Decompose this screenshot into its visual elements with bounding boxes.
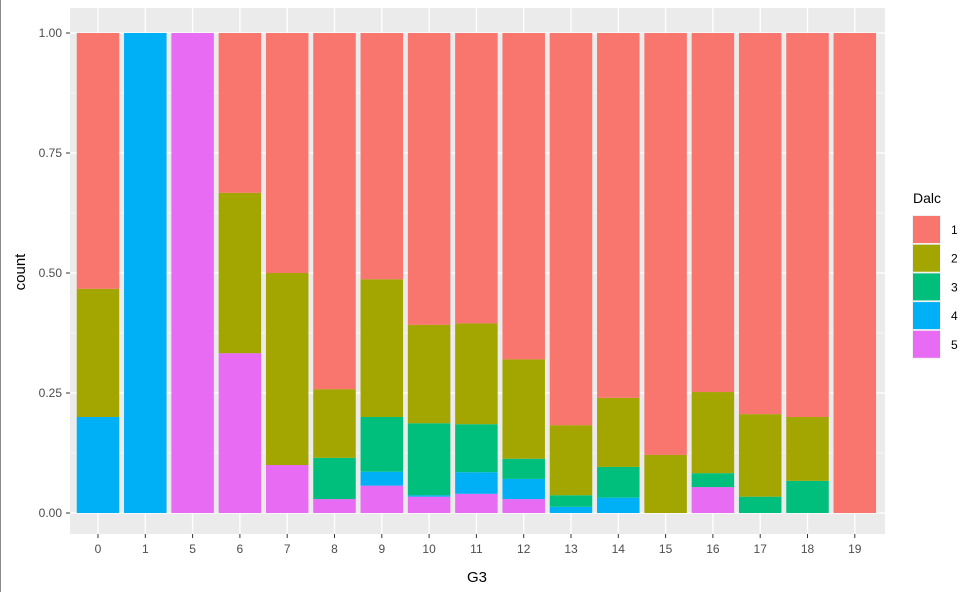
bar-segment-dalc-2	[786, 417, 829, 481]
bar-segment-dalc-2	[218, 192, 262, 354]
bar-segment-dalc-3	[455, 424, 498, 473]
x-axis-label: G3	[467, 569, 487, 586]
x-tick-label: 9	[378, 542, 385, 556]
bar-segment-dalc-5	[218, 353, 262, 513]
legend-swatch	[913, 216, 940, 243]
bar-segment-dalc-3	[786, 480, 829, 513]
x-tick-label: 14	[612, 542, 626, 556]
legend-label: 3	[951, 280, 958, 294]
bar-segment-dalc-1	[502, 33, 545, 360]
x-tick-label: 1	[142, 542, 149, 556]
legend-swatch	[913, 244, 940, 272]
bar-segment-dalc-4	[502, 478, 545, 500]
bar-segment-dalc-2	[407, 324, 451, 424]
bar-segment-dalc-5	[265, 465, 309, 513]
x-axis: 0 1 5 6 7 8 9 10 11 12 13 14 15 16 17 18 19	[95, 534, 862, 556]
bar-segment-dalc-5	[455, 493, 498, 513]
legend-label: 4	[951, 309, 958, 323]
bar-segment-dalc-2	[502, 359, 545, 459]
y-tick-label: 1.00	[39, 26, 63, 40]
bar-segment-dalc-2	[549, 425, 593, 496]
bar-segment-dalc-3	[407, 423, 451, 496]
legend: Dalc 1 2 3 4 5	[912, 190, 958, 359]
bar-segment-dalc-1	[455, 33, 498, 324]
x-tick-label: 17	[754, 542, 768, 556]
bar-segment-dalc-1	[644, 33, 687, 455]
legend-title: Dalc	[913, 190, 941, 206]
legend-label: 1	[951, 223, 958, 237]
bar-segment-dalc-3	[313, 457, 356, 500]
bar-segment-dalc-2	[644, 454, 687, 513]
bar-segment-dalc-1	[407, 33, 451, 325]
bar-segment-dalc-3	[502, 458, 545, 479]
bar-segment-dalc-1	[218, 33, 262, 193]
bar-segment-dalc-4	[455, 472, 498, 494]
bar-segment-dalc-2	[313, 389, 356, 458]
bar-segment-dalc-2	[597, 397, 640, 467]
y-tick-label: 0.50	[39, 266, 63, 280]
x-tick-label: 0	[95, 542, 102, 556]
bar-segment-dalc-2	[738, 414, 782, 497]
bar-segment-dalc-5	[502, 499, 545, 513]
x-tick-label: 11	[470, 542, 483, 556]
bar-segment-dalc-2	[360, 279, 404, 417]
bar-segment-dalc-5	[360, 485, 404, 513]
legend-swatch	[913, 330, 940, 358]
bar-segment-dalc-4	[360, 471, 404, 486]
x-tick-label: 16	[706, 542, 720, 556]
y-tick-label: 0.75	[39, 146, 63, 160]
x-tick-label: 10	[422, 542, 436, 556]
bar-segment-dalc-4	[124, 33, 167, 513]
x-tick-label: 6	[237, 542, 244, 556]
bar-segment-dalc-1	[833, 33, 877, 513]
x-tick-label: 15	[659, 542, 673, 556]
bar-segment-dalc-1	[549, 33, 593, 426]
bar-segment-dalc-1	[313, 33, 356, 390]
bar-segment-dalc-5	[691, 487, 735, 513]
bar-segment-dalc-5	[407, 496, 451, 513]
bar-segment-dalc-1	[597, 33, 640, 398]
bar-segment-dalc-4	[597, 497, 640, 513]
bar-segment-dalc-5	[313, 499, 356, 513]
bar-segment-dalc-3	[360, 417, 404, 472]
bar-segment-dalc-1	[265, 33, 309, 273]
bars	[76, 33, 877, 513]
bar-segment-dalc-3	[738, 496, 782, 513]
x-tick-label: 7	[284, 542, 291, 556]
bar-segment-dalc-4	[549, 506, 593, 513]
y-axis-label: count	[12, 253, 29, 291]
x-tick-label: 19	[848, 542, 862, 556]
x-tick-label: 18	[801, 542, 815, 556]
bar-segment-dalc-3	[597, 466, 640, 498]
legend-label: 2	[951, 252, 958, 266]
bar-segment-dalc-1	[786, 33, 829, 417]
y-axis: 0.00 0.25 0.50 0.75 1.00	[39, 26, 70, 520]
legend-label: 5	[951, 338, 958, 352]
legend-swatch	[913, 273, 940, 301]
bar-segment-dalc-4	[76, 417, 120, 513]
bar-segment-dalc-1	[360, 33, 404, 280]
x-tick-label: 12	[517, 542, 531, 556]
bar-segment-dalc-1	[76, 33, 120, 289]
bar-segment-dalc-2	[691, 392, 735, 474]
x-tick-label: 8	[331, 542, 338, 556]
bar-segment-dalc-1	[691, 33, 735, 393]
bar-segment-dalc-5	[171, 33, 214, 513]
bar-segment-dalc-2	[76, 288, 120, 417]
bar-segment-dalc-3	[549, 495, 593, 507]
bar-segment-dalc-1	[738, 33, 782, 415]
legend-swatch	[913, 302, 940, 330]
y-tick-label: 0.25	[39, 386, 63, 400]
y-tick-label: 0.00	[39, 506, 63, 520]
bar-segment-dalc-3	[691, 473, 735, 488]
bar-segment-dalc-4	[407, 495, 451, 497]
bar-segment-dalc-2	[455, 323, 498, 425]
x-tick-label: 5	[189, 542, 196, 556]
bar-segment-dalc-2	[265, 273, 309, 465]
x-tick-label: 13	[564, 542, 578, 556]
